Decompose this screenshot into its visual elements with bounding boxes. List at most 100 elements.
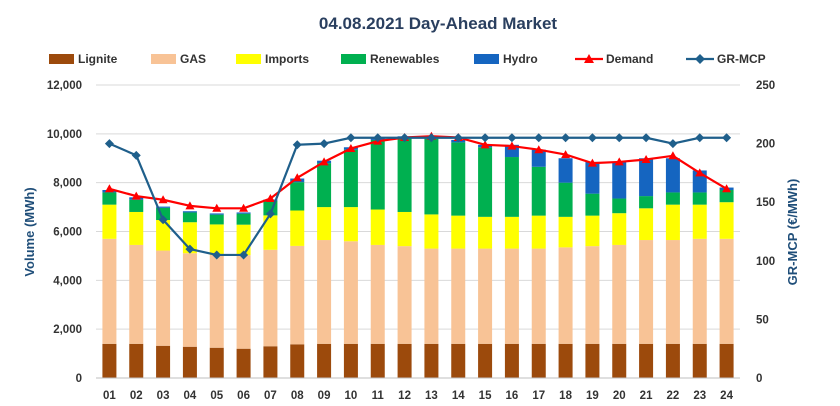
bar-renewables — [129, 200, 143, 212]
bar-imports — [371, 210, 385, 245]
bar-imports — [102, 205, 116, 239]
bar-imports — [559, 217, 573, 248]
bar-lignite — [666, 344, 680, 378]
bar-renewables — [693, 192, 707, 204]
bar-renewables — [317, 163, 331, 207]
y2-tick-label: 150 — [756, 197, 775, 209]
bar-lignite — [478, 344, 492, 378]
y2-axis-title: GR-MCP (€/MWh) — [785, 179, 800, 286]
bar-lignite — [129, 344, 143, 378]
bar-lignite — [585, 344, 599, 378]
bar-lignite — [183, 347, 197, 378]
bar-renewables — [398, 139, 412, 212]
legend-label-imports: Imports — [265, 52, 309, 66]
bar-renewables — [639, 196, 653, 208]
legend-label-hydro: Hydro — [503, 52, 538, 66]
bar-lignite — [424, 344, 438, 378]
x-tick-label: 14 — [452, 390, 465, 402]
bar-hydro — [639, 158, 653, 196]
bar-renewables — [666, 192, 680, 204]
x-tick-label: 21 — [640, 390, 653, 402]
bar-gas — [693, 239, 707, 344]
bar-gas — [210, 255, 224, 348]
point-demand — [105, 184, 114, 192]
point-gr-mcp — [668, 139, 677, 148]
bar-hydro — [237, 212, 251, 213]
y-tick-label: 6,000 — [53, 227, 82, 239]
bar-hydro — [183, 211, 197, 212]
point-gr-mcp — [615, 133, 624, 142]
x-tick-label: 01 — [103, 390, 116, 402]
bar-lignite — [102, 344, 116, 378]
x-tick-label: 19 — [586, 390, 599, 402]
bar-renewables — [183, 212, 197, 222]
bar-hydro — [559, 158, 573, 182]
bar-gas — [317, 240, 331, 344]
y2-tick-label: 250 — [756, 80, 775, 92]
bar-lignite — [371, 344, 385, 378]
x-tick-label: 08 — [291, 390, 304, 402]
x-tick-label: 20 — [613, 390, 626, 402]
bar-renewables — [102, 192, 116, 204]
bar-imports — [129, 212, 143, 245]
bar-imports — [317, 207, 331, 240]
series-lines — [105, 132, 731, 260]
x-tick-label: 05 — [210, 390, 223, 402]
legend-marker-gr-mcp — [695, 54, 705, 64]
bar-lignite — [612, 344, 626, 378]
line-demand — [109, 136, 726, 208]
x-tick-label: 15 — [479, 390, 492, 402]
point-gr-mcp — [588, 133, 597, 142]
bar-gas — [639, 240, 653, 344]
bar-gas — [237, 255, 251, 349]
bar-gas — [451, 249, 465, 344]
bar-gas — [263, 250, 277, 346]
bar-renewables — [290, 182, 304, 210]
x-tick-label: 12 — [398, 390, 411, 402]
y-tick-label: 12,000 — [47, 80, 82, 92]
bar-hydro — [210, 213, 224, 214]
bar-gas — [585, 246, 599, 344]
bar-lignite — [237, 349, 251, 378]
bar-renewables — [237, 214, 251, 225]
bar-gas — [290, 246, 304, 344]
bar-renewables — [344, 150, 358, 207]
bar-renewables — [559, 183, 573, 217]
y-tick-label: 10,000 — [47, 129, 82, 141]
bar-gas — [129, 245, 143, 344]
bar-lignite — [290, 344, 304, 378]
x-tick-label: 24 — [720, 390, 733, 402]
bar-renewables — [371, 140, 385, 210]
legend-swatch-gas — [151, 54, 176, 64]
point-gr-mcp — [695, 133, 704, 142]
bar-renewables — [505, 157, 519, 217]
bar-lignite — [398, 344, 412, 378]
bar-imports — [639, 208, 653, 240]
bar-renewables — [612, 199, 626, 214]
line-gr-mcp — [109, 138, 726, 255]
bar-lignite — [451, 344, 465, 378]
chart-title: 04.08.2021 Day-Ahead Market — [319, 14, 557, 33]
bar-imports — [505, 217, 519, 249]
point-demand — [293, 173, 302, 181]
point-gr-mcp — [346, 133, 355, 142]
bar-renewables — [478, 147, 492, 217]
x-tick-label: 03 — [157, 390, 170, 402]
bar-lignite — [720, 344, 734, 378]
bar-gas — [398, 246, 412, 344]
y2-tick-label: 200 — [756, 139, 775, 151]
bar-renewables — [585, 194, 599, 216]
x-tick-label: 11 — [372, 390, 385, 402]
bar-hydro — [612, 162, 626, 199]
bar-lignite — [263, 346, 277, 378]
bar-hydro — [585, 162, 599, 194]
legend-label-gr-mcp: GR-MCP — [717, 52, 766, 66]
y-tick-label: 4,000 — [53, 275, 82, 287]
bar-lignite — [344, 344, 358, 378]
y-axis-title: Volume (MWh) — [22, 187, 37, 276]
y-tick-label: 8,000 — [53, 178, 82, 190]
y2-tick-label: 100 — [756, 256, 775, 268]
bar-gas — [532, 249, 546, 344]
bar-gas — [344, 241, 358, 344]
bars — [102, 136, 733, 378]
